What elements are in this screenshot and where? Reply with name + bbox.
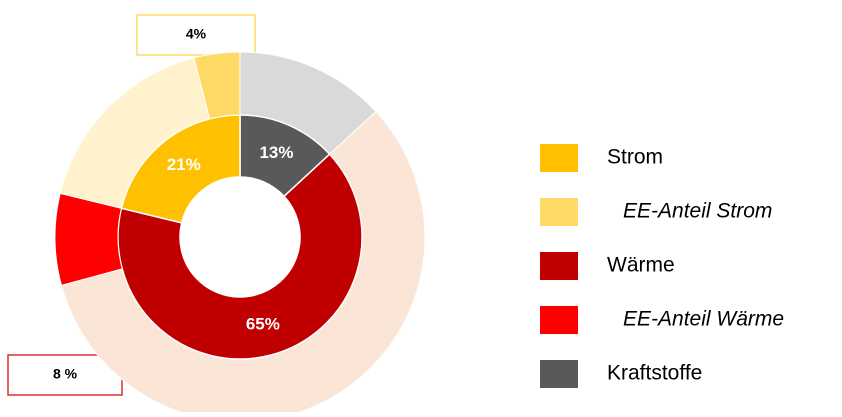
- legend-swatch: [540, 252, 578, 280]
- donut: 13% 65% 21%: [54, 51, 426, 417]
- legend-swatch: [540, 144, 578, 172]
- annotation-label: 8 %: [53, 366, 78, 382]
- legend-swatch: [540, 198, 578, 226]
- legend: Strom EE-Anteil Strom Wärme EE-Anteil Wärme…: [540, 144, 784, 388]
- legend-label: Wärme: [607, 254, 675, 277]
- annotation-box: [136, 14, 256, 56]
- legend-label: Strom: [607, 146, 663, 169]
- legend-label: EE-Anteil Strom: [623, 200, 772, 223]
- ee-segment: [193, 51, 241, 120]
- data-label: 13%: [259, 143, 293, 162]
- legend-swatch: [540, 306, 578, 334]
- data-label: 21%: [167, 155, 201, 174]
- legend-label: EE-Anteil Wärme: [623, 308, 784, 331]
- legend-swatch: [540, 360, 578, 388]
- annotation-label: 4%: [186, 26, 207, 42]
- legend-label: Kraftstoffe: [607, 362, 702, 385]
- ee-segment: [54, 192, 123, 287]
- data-label: 65%: [246, 315, 280, 334]
